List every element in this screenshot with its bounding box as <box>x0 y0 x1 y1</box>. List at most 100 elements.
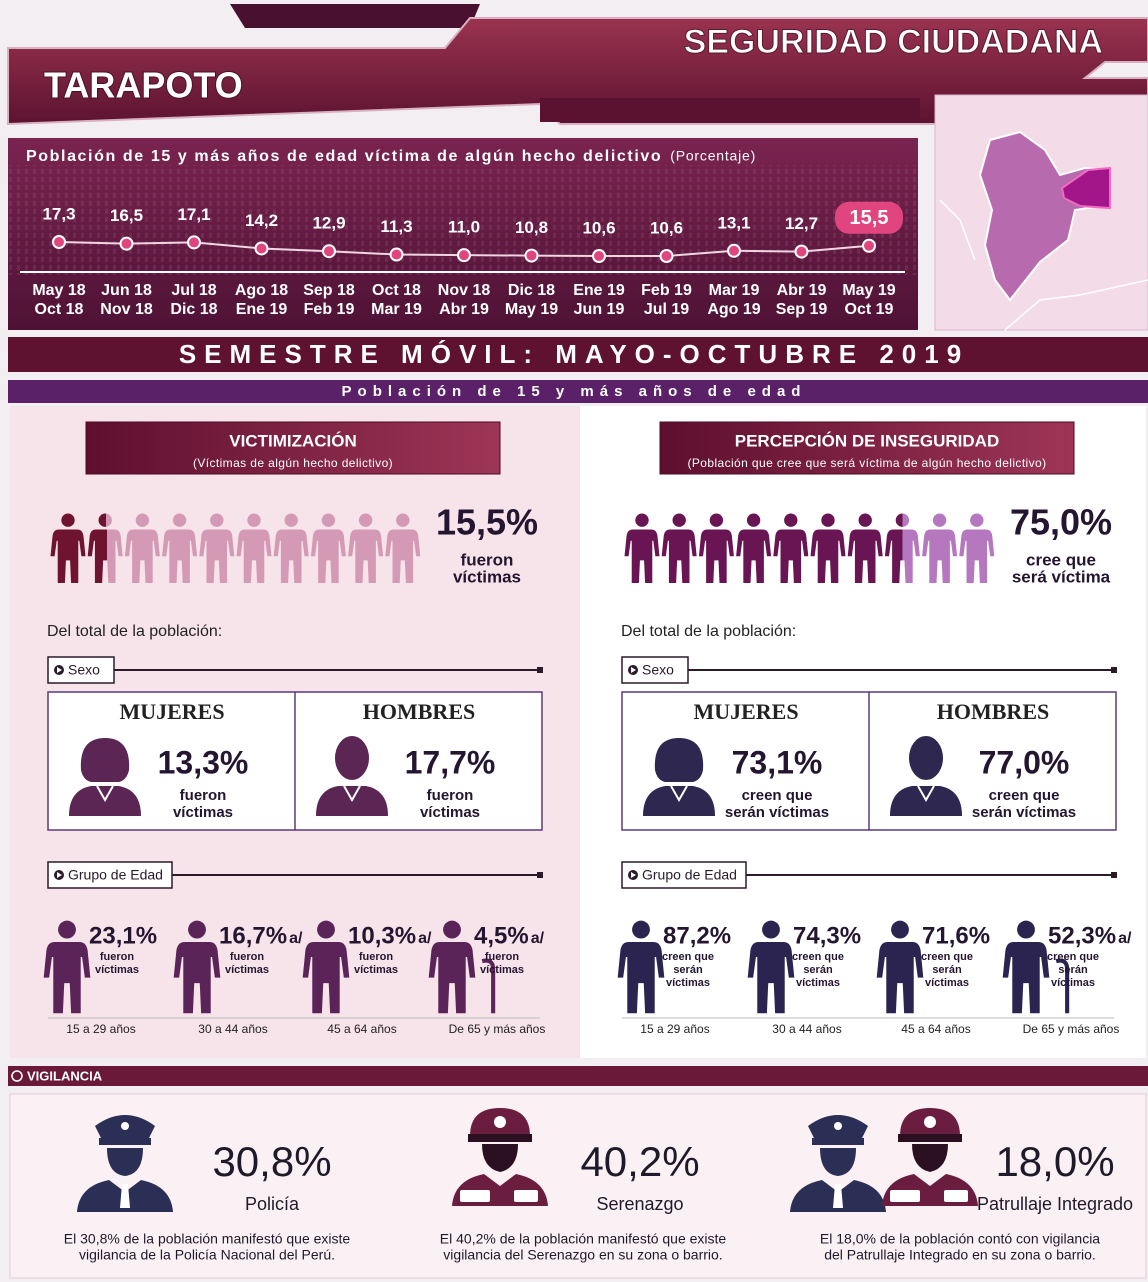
bust-collar <box>670 785 688 803</box>
person-head <box>632 920 650 939</box>
x-tick-label: Nov 18 <box>100 301 153 318</box>
person-icon <box>617 920 665 1014</box>
person-body <box>747 941 795 1014</box>
police-icon <box>790 1115 886 1212</box>
data-label: 10,8 <box>515 218 548 237</box>
cane <box>481 958 496 1014</box>
person-head <box>247 513 261 527</box>
vigilance-label: Policía <box>245 1194 300 1214</box>
person-body <box>87 529 123 583</box>
data-label: 12,7 <box>785 214 818 233</box>
person-body <box>385 529 421 583</box>
vigilance-label: Patrullaje Integrado <box>977 1194 1133 1214</box>
panel-heading-box <box>659 421 1075 475</box>
page-title: SEGURIDAD CIUDADANA <box>684 23 1103 61</box>
person-head <box>672 513 686 527</box>
data-label: 10,6 <box>582 218 615 237</box>
age-caption: creen que <box>792 951 844 963</box>
vigilance-value: 40,2% <box>580 1138 699 1185</box>
age-caption: serán <box>932 964 962 976</box>
sex-name: HOMBRES <box>363 699 475 724</box>
person-body <box>736 529 772 583</box>
section-rule-end <box>1111 667 1117 673</box>
person-head <box>784 513 798 527</box>
data-point <box>119 236 134 251</box>
vigilance-text: El 40,2% de la población manifestó que e… <box>440 1231 727 1247</box>
section-label: Sexo <box>642 662 674 678</box>
data-label: 14,2 <box>245 211 278 230</box>
x-tick-label: Ene 19 <box>573 282 625 299</box>
vigilance-text: El 30,8% de la población manifestó que e… <box>64 1231 351 1247</box>
person-icon <box>236 513 272 583</box>
person-head <box>396 513 410 527</box>
sex-value: 13,3% <box>158 744 249 780</box>
data-point <box>659 249 674 263</box>
sex-caption: fueron <box>180 787 227 804</box>
bust-icon <box>69 738 141 816</box>
bust-head <box>90 738 120 782</box>
age-caption: fueron <box>230 951 265 963</box>
person-icon <box>747 920 795 1014</box>
x-tick-label: Oct 18 <box>372 282 421 299</box>
semester-subtitle: Población de 15 y más años de edad <box>342 383 807 400</box>
x-tick-label: May 19 <box>842 282 895 299</box>
cap-brim <box>898 1134 962 1142</box>
person-icon <box>959 513 995 583</box>
sex-caption: fueron <box>427 787 474 804</box>
sex-caption: serán víctimas <box>725 804 829 821</box>
age-caption: creen que <box>1047 951 1099 963</box>
chart-title: Población de 15 y más años de edad vícti… <box>26 148 662 165</box>
sex-value: 17,7% <box>405 744 496 780</box>
section-bullet-arrow <box>57 667 62 673</box>
x-tick-label: Nov 18 <box>438 282 491 299</box>
person-body <box>43 941 91 1014</box>
panel-subheading: (Población que cree que será víctima de … <box>688 456 1047 470</box>
panel-heading: VICTIMIZACIÓN <box>229 431 357 450</box>
person-head <box>321 513 336 527</box>
person-icon <box>661 513 697 583</box>
tie <box>120 1184 130 1208</box>
sex-caption: serán víctimas <box>972 804 1076 821</box>
age-note: a/ <box>531 930 545 947</box>
header-bar <box>540 98 920 122</box>
header-strip <box>230 4 480 28</box>
age-caption: fueron <box>485 951 520 963</box>
x-tick-label: Mar 19 <box>371 301 422 318</box>
total-caption: víctimas <box>453 567 521 586</box>
age-caption: creen que <box>662 951 714 963</box>
person-head <box>443 920 461 939</box>
total-value: 75,0% <box>1010 502 1112 543</box>
map-region <box>978 130 1112 302</box>
x-tick-label: Ago 18 <box>235 282 288 299</box>
patch <box>460 1190 490 1202</box>
vigilance-value: 30,8% <box>212 1138 331 1185</box>
x-tick-label: May 19 <box>505 301 558 318</box>
data-point <box>254 241 269 256</box>
section-rule-end <box>537 667 543 673</box>
data-label: 17,3 <box>42 204 75 223</box>
cap-brim <box>468 1134 532 1142</box>
highlight-pill <box>835 201 903 234</box>
age-value: 74,3% <box>793 922 861 949</box>
age-note: a/ <box>418 930 432 947</box>
section-label-box <box>621 861 747 889</box>
person-head <box>891 920 909 939</box>
person-head <box>98 513 112 527</box>
patch <box>944 1190 968 1202</box>
person-body <box>310 529 346 583</box>
person-body <box>302 941 350 1014</box>
data-label: 15,5 <box>850 207 889 229</box>
data-point <box>794 244 809 259</box>
person-head <box>317 920 335 939</box>
vigilance-text: vigilancia de la Policía Nacional del Pe… <box>79 1247 335 1263</box>
person-head <box>188 920 206 939</box>
section-bullet-arrow <box>631 872 636 878</box>
age-caption: víctimas <box>354 964 398 976</box>
person-body <box>348 529 384 583</box>
person-body <box>273 529 309 583</box>
x-tick-label: Sep 19 <box>776 301 828 318</box>
person-head <box>858 513 872 527</box>
person-body <box>884 529 920 583</box>
sex-caption: víctimas <box>420 804 480 821</box>
